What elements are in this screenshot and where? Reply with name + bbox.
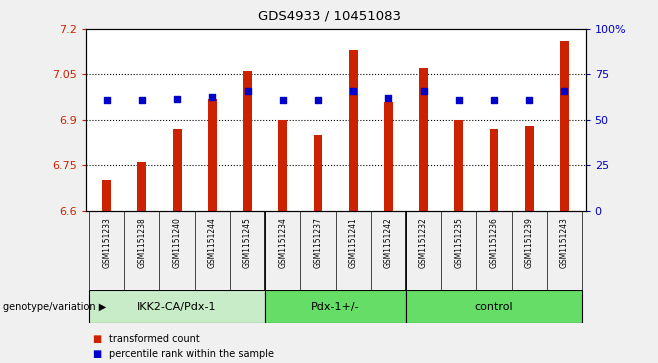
- Point: [101, 97, 112, 103]
- Text: GSM1151245: GSM1151245: [243, 217, 252, 268]
- Bar: [419, 68, 428, 211]
- Text: GSM1151238: GSM1151238: [138, 217, 146, 268]
- Text: ■: ■: [92, 349, 101, 359]
- Point: [559, 88, 570, 94]
- Text: GSM1151243: GSM1151243: [560, 217, 569, 268]
- Bar: [384, 102, 393, 211]
- Text: transformed count: transformed count: [109, 334, 199, 344]
- Point: [383, 95, 393, 101]
- Text: GSM1151232: GSM1151232: [419, 217, 428, 268]
- Bar: [455, 120, 463, 211]
- Bar: [89, 290, 265, 323]
- Bar: [525, 126, 534, 211]
- Bar: [314, 135, 322, 211]
- Text: GSM1151234: GSM1151234: [278, 217, 288, 268]
- Bar: [265, 290, 406, 323]
- Text: GSM1151236: GSM1151236: [490, 217, 499, 268]
- Bar: [102, 180, 111, 211]
- Bar: [138, 162, 146, 211]
- Text: GSM1151241: GSM1151241: [349, 217, 358, 268]
- Text: GSM1151237: GSM1151237: [313, 217, 322, 268]
- Bar: [278, 120, 287, 211]
- Text: Pdx-1+/-: Pdx-1+/-: [311, 302, 360, 312]
- Point: [207, 94, 218, 100]
- Point: [489, 97, 499, 102]
- Text: genotype/variation ▶: genotype/variation ▶: [3, 302, 107, 312]
- Text: ■: ■: [92, 334, 101, 344]
- Point: [524, 97, 534, 102]
- Text: GSM1151233: GSM1151233: [102, 217, 111, 268]
- Point: [278, 97, 288, 102]
- Text: GSM1151239: GSM1151239: [525, 217, 534, 268]
- Text: GDS4933 / 10451083: GDS4933 / 10451083: [257, 9, 401, 22]
- Point: [242, 88, 253, 94]
- Bar: [208, 99, 216, 211]
- Bar: [349, 50, 357, 211]
- Text: control: control: [474, 302, 513, 312]
- Point: [418, 88, 429, 94]
- Bar: [243, 72, 252, 211]
- Point: [313, 97, 323, 102]
- Bar: [490, 129, 499, 211]
- Bar: [172, 129, 182, 211]
- Point: [348, 88, 359, 94]
- Text: GSM1151235: GSM1151235: [454, 217, 463, 268]
- Text: GSM1151240: GSM1151240: [172, 217, 182, 268]
- Point: [453, 97, 464, 102]
- Text: IKK2-CA/Pdx-1: IKK2-CA/Pdx-1: [138, 302, 217, 312]
- Bar: [406, 290, 582, 323]
- Point: [172, 96, 182, 102]
- Text: GSM1151244: GSM1151244: [208, 217, 217, 268]
- Point: [137, 97, 147, 102]
- Bar: [560, 41, 569, 211]
- Text: GSM1151242: GSM1151242: [384, 217, 393, 268]
- Text: percentile rank within the sample: percentile rank within the sample: [109, 349, 274, 359]
